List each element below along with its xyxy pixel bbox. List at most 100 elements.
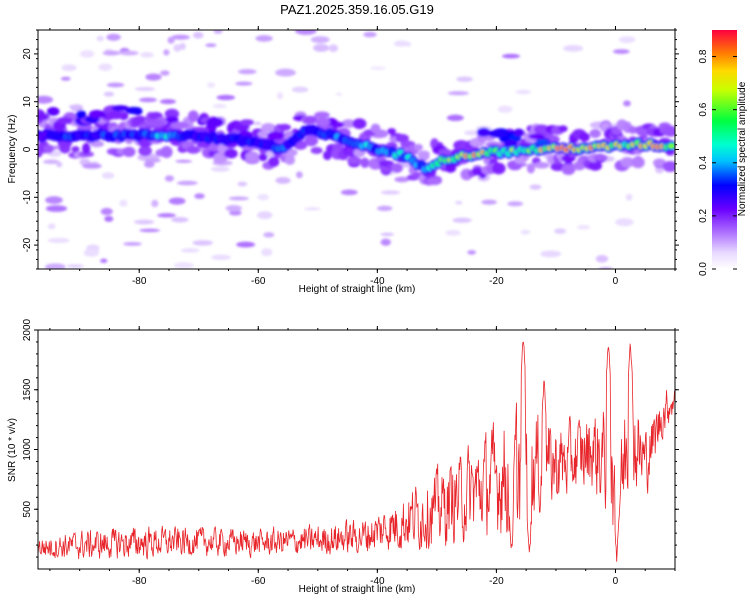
heatmap-halo-cell <box>653 158 666 167</box>
heatmap-noise-cell <box>171 217 189 223</box>
heatmap-secondary-cell <box>125 106 143 115</box>
heatmap-halo-cell <box>239 119 255 126</box>
heatmap-halo-cell <box>314 111 330 119</box>
heatmap-halo-cell <box>561 163 576 175</box>
heatmap-noise-cell <box>253 121 262 126</box>
heatmap-noise-cell <box>82 163 102 169</box>
heatmap-halo-cell <box>588 161 603 171</box>
heatmap-noise-cell <box>497 105 513 113</box>
heatmap-halo-cell <box>257 130 269 138</box>
heatmap-noise-cell <box>157 213 177 218</box>
heatmap-halo-cell <box>122 146 136 157</box>
heatmap-halo-cell <box>395 134 409 143</box>
heatmap-noise-cell <box>236 241 256 248</box>
heatmap-noise-cell <box>80 50 95 58</box>
snr-xlabel: Height of straight line (km) <box>299 584 416 595</box>
snr-x-axis: -80 -60 -40 -20 0 <box>49 326 676 587</box>
heatmap-halo-cell <box>43 144 54 154</box>
heatmap-noise-cell <box>101 172 115 179</box>
heatmap-noise-cell <box>211 254 231 261</box>
heatmap-noise-cell <box>60 76 71 81</box>
heatmap-halo-cell <box>533 162 550 169</box>
heatmap-noise-cell <box>159 99 176 105</box>
heatmap-secondary-cell <box>170 121 190 130</box>
heatmap-noise-cell <box>257 194 270 201</box>
heatmap-noise-cell <box>625 193 633 201</box>
heatmap-noise-cell <box>171 34 190 40</box>
spec-xtick-label-4: 0 <box>613 276 619 287</box>
heatmap-noise-cell <box>237 181 248 187</box>
heatmap-secondary-cell <box>165 116 179 123</box>
snr-panel: -80 -60 -40 -20 0 500 1000 1500 2000 Height of … <box>7 318 679 595</box>
heatmap-noise-cell <box>554 228 567 234</box>
heatmap-halo-cell <box>188 110 199 123</box>
heatmap-noise-cell <box>143 161 155 168</box>
heatmap-noise-cell <box>335 92 343 96</box>
heatmap-noise-cell <box>456 76 473 82</box>
heatmap-noise-cell <box>595 254 609 263</box>
colorbar-label: Normalized spectral amplitude <box>737 81 748 216</box>
heatmap-halo-cell <box>245 151 260 163</box>
heatmap-noise-cell <box>163 49 170 56</box>
snr-xtick-label-4: 0 <box>613 576 619 587</box>
heatmap-noise-cell <box>164 175 174 182</box>
colorbar-tick-label-1: 0.2 <box>698 209 709 223</box>
heatmap-noise-cell <box>507 201 524 207</box>
heatmap-halo-cell <box>550 162 565 171</box>
heatmap-noise-cell <box>100 258 108 264</box>
heatmap-noise-cell <box>446 114 464 122</box>
spectrogram-y-axis: -20 -10 0 10 20 <box>22 29 679 270</box>
heatmap-noise-cell <box>255 35 273 42</box>
heatmap-noise-cell <box>275 176 291 184</box>
heatmap-noise-cell <box>380 238 392 246</box>
spec-ytick-label-2: 0 <box>22 146 33 152</box>
heatmap-noise-cell <box>445 229 461 236</box>
heatmap-noise-cell <box>103 91 115 97</box>
spec-ytick-label-3: 10 <box>22 96 33 108</box>
heatmap-halo-cell <box>593 154 608 161</box>
heatmap-halo-cell <box>258 153 268 162</box>
snr-ytick-label-3: 2000 <box>22 318 33 341</box>
colorbar-tick-label-2: 0.4 <box>698 155 709 169</box>
heatmap-halo-cell <box>360 157 370 169</box>
heatmap-noise-cell <box>192 31 204 39</box>
heatmap-secondary-cell <box>111 105 130 112</box>
heatmap-halo-cell <box>662 125 675 137</box>
heatmap-halo-cell <box>341 119 356 128</box>
heatmap-noise-cell <box>119 199 128 207</box>
heatmap-noise-cell <box>176 180 198 186</box>
heatmap-noise-cell <box>61 64 77 72</box>
heatmap-noise-cell <box>207 82 216 88</box>
heatmap-secondary-cell <box>266 131 285 141</box>
snr-ytick-label-2: 1500 <box>22 378 33 401</box>
heatmap-noise-cell <box>192 240 213 246</box>
heatmap-noise-cell <box>464 130 481 136</box>
snr-ytick-label-1: 1000 <box>22 438 33 461</box>
spec-xtick-label-2: -40 <box>370 276 385 287</box>
heatmap-noise-cell <box>363 31 377 38</box>
spec-xtick-label-3: -20 <box>489 276 504 287</box>
heatmap-noise-cell <box>303 207 321 211</box>
heatmap-noise-cell <box>225 205 242 212</box>
heatmap-secondary-cell <box>46 106 60 116</box>
heatmap-noise-cell <box>296 171 303 179</box>
heatmap-noise-cell <box>328 44 339 53</box>
heatmap-noise-cell <box>263 232 275 238</box>
heatmap-noise-cell <box>98 63 113 71</box>
snr-series-line <box>38 341 675 562</box>
heatmap-noise-cell <box>106 82 125 88</box>
heatmap-halo-cell <box>71 146 80 153</box>
heatmap-halo-cell <box>526 163 535 174</box>
colorbar-tick-label-0: 0.0 <box>698 262 709 276</box>
heatmap-noise-cell <box>576 225 591 230</box>
heatmap-noise-cell <box>295 30 317 35</box>
heatmap-noise-cell <box>452 217 472 223</box>
heatmap-halo-cell <box>631 156 645 169</box>
heatmap-noise-cell <box>56 161 63 168</box>
heatmap-halo-cell <box>427 177 442 186</box>
heatmap-halo-cell <box>186 146 201 154</box>
heatmap-noise-cell <box>173 44 182 52</box>
heatmap-noise-cell <box>394 176 410 183</box>
heatmap-noise-cell <box>257 211 273 220</box>
